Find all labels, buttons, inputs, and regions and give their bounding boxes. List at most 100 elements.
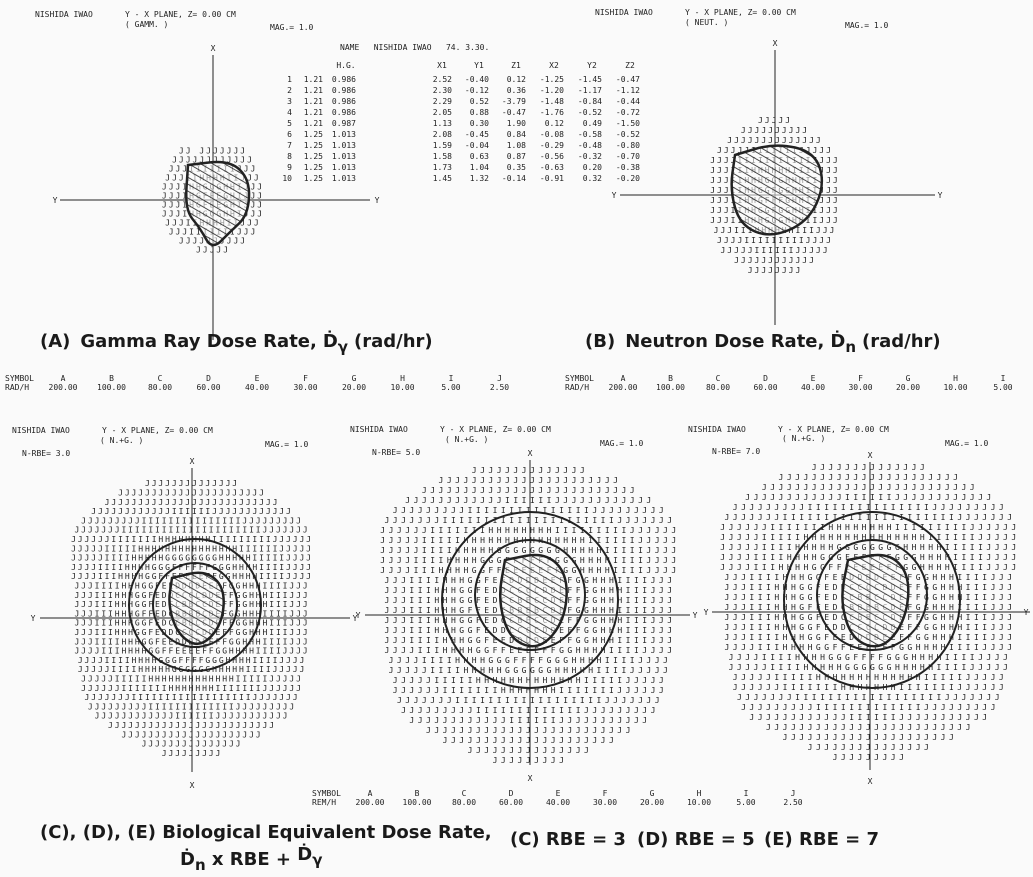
table-cell: 2 bbox=[287, 86, 292, 95]
dose-map-row: JJJJIIIIHHHHGGGFFFFGGGHHHHIIIIJJJJ bbox=[78, 656, 306, 665]
table-column-header: Z2 bbox=[625, 61, 635, 70]
rbe-caption: (C) RBE = 3 bbox=[510, 829, 626, 850]
table-cell: 9 bbox=[287, 163, 292, 172]
caption-label: (A) bbox=[40, 331, 70, 352]
figure: NISHIDA IWAO Y - X PLANE, Z= 0.00 CM ( GAM… bbox=[0, 0, 1033, 877]
axis-y-label: Y bbox=[612, 191, 617, 200]
table-cell: 2.05 bbox=[433, 108, 452, 117]
dose-map-row: JJJJJJJIIIIIIIIIIIIIIIIIIIIIJJJJJJJ bbox=[74, 526, 309, 535]
legend-level: 5.00 bbox=[441, 383, 460, 392]
table-cell: 1.25 bbox=[304, 141, 323, 150]
table-cell: -0.91 bbox=[540, 174, 564, 183]
table-cell: -0.08 bbox=[540, 130, 564, 139]
axis-y-label: Y bbox=[375, 196, 380, 205]
legend-level: 10.00 bbox=[943, 383, 967, 392]
legend-symbol: H bbox=[697, 789, 702, 798]
dose-map-row: JJJJJJJJJJJJIIIIIIJJJJJJJJJJJJ bbox=[745, 493, 995, 502]
dose-map-row: JJJJJJJIIIIIIIIIIIIIIIIIIJJJJJJJ bbox=[397, 696, 663, 705]
printout-source: ( N.+G. ) bbox=[445, 435, 488, 444]
symbol-legend: SYMBOLRAD/HA200.00B100.00C80.00D60.00E40… bbox=[5, 374, 509, 392]
legend-symbol: J bbox=[497, 374, 502, 383]
table-cell: 1.25 bbox=[304, 174, 323, 183]
legend-level: 2.50 bbox=[490, 383, 509, 392]
table-column-header: X1 bbox=[437, 61, 447, 70]
table-cell: -0.70 bbox=[616, 152, 640, 161]
table-cell: 0.36 bbox=[507, 86, 526, 95]
dose-map-row: JJJJJJJJJJJJIIIIIIJJJJJJJJJJJ bbox=[409, 716, 650, 725]
dose-map-row: JJJJJJJJJJJJJJJ bbox=[468, 746, 593, 755]
panel-caption: (B)Neutron Dose Rate,Ḋn(rad/hr) bbox=[585, 330, 941, 356]
legend-symbol: B bbox=[109, 374, 114, 383]
legend-level: 100.00 bbox=[656, 383, 685, 392]
panel-caption: (A)Gamma Ray Dose Rate,Ḋγ(rad/hr) bbox=[40, 330, 433, 356]
table-title: NAME NISHIDA IWAO 74. 3.30. bbox=[340, 43, 489, 52]
dose-map-row: JJJJJJJJJ bbox=[833, 753, 908, 762]
dose-map-row: JJJJJJJJJIIIIIIIIIIIIIJJJJJJJJJ bbox=[88, 702, 296, 711]
legend-symbol: I bbox=[1001, 374, 1006, 383]
legend-symbol: A bbox=[61, 374, 66, 383]
legend-symbol: C bbox=[462, 789, 467, 798]
legend-level: 80.00 bbox=[706, 383, 730, 392]
table-cell: -0.63 bbox=[540, 163, 564, 172]
table-cell: 1.45 bbox=[433, 174, 452, 183]
dose-map-row: JJJJJJJJJJJJ bbox=[734, 256, 816, 265]
table-cell: 1.013 bbox=[332, 163, 356, 172]
panel-caption: (C), (D), (E) Biological Equivalent Dose… bbox=[40, 822, 492, 843]
legend-level: 100.00 bbox=[97, 383, 126, 392]
dose-map-row: JJJJJJJJJJJJJJJJJJJJJJ bbox=[439, 476, 622, 485]
legend-level: 5.00 bbox=[993, 383, 1012, 392]
table-cell: 6 bbox=[287, 130, 292, 139]
table-cell: 1.013 bbox=[332, 130, 356, 139]
table-cell: 0.986 bbox=[332, 75, 356, 84]
legend-level: 40.00 bbox=[801, 383, 825, 392]
legend-level: 20.00 bbox=[342, 383, 366, 392]
table-cell: 1.90 bbox=[507, 119, 526, 128]
table-cell: 1.21 bbox=[304, 108, 323, 117]
table-cell: 1.21 bbox=[304, 75, 323, 84]
printout-source: ( GAMM. ) bbox=[125, 20, 168, 29]
printout-rbe: N-RBE= 7.0 bbox=[712, 447, 760, 456]
printout-name: NISHIDA IWAO bbox=[595, 8, 653, 17]
printout-plane: Y - X PLANE, Z= 0.00 CM bbox=[440, 425, 551, 434]
table-cell: 2.08 bbox=[433, 130, 452, 139]
dose-map-row: JJJJJIIIIHHHHHGGGGGGGGHHHHHIIIIIJJJJ bbox=[720, 543, 1019, 552]
dose-map-row: JJJJJIIIIIHHHHHHHHHHHHHIIIIIJJJJJ bbox=[81, 674, 303, 683]
dose-map-row: JJJJJJJJJJJJJJJJJJJJJJJJJ bbox=[766, 723, 974, 732]
table-cell: 0.987 bbox=[332, 119, 356, 128]
table-cell: -0.48 bbox=[578, 141, 602, 150]
legend-level: 10.00 bbox=[687, 798, 711, 807]
table-cell: -1.25 bbox=[540, 75, 564, 84]
formula-part: Ḋ bbox=[180, 848, 195, 870]
axis-y-label: Y bbox=[1024, 608, 1029, 617]
table-column-header: H.G. bbox=[336, 61, 355, 70]
table-cell: 1.32 bbox=[470, 174, 489, 183]
dose-map-row: JJJJJJJJJJJJJJJJJJJJJ bbox=[443, 736, 618, 745]
dose-map-row: JJJJJIIIIHHHHHGGGGGGHHHHHIIIIJJJJJ bbox=[389, 666, 672, 675]
legend-symbol-label: SYMBOL bbox=[5, 374, 34, 383]
dose-map-row: JJJJJJJJJJJJJJJJJJJJJJJJJJ bbox=[422, 486, 638, 495]
caption-unit: (rad/hr) bbox=[862, 331, 941, 352]
axis-y-label: Y bbox=[53, 196, 58, 205]
legend-unit-label: RAD/H bbox=[565, 383, 589, 392]
dose-map-row: JJJJJJJJJJJJIIIIIIJJJJJJJJJJJ bbox=[95, 712, 290, 721]
formula-part: Ḋ bbox=[297, 843, 312, 865]
table-cell: -1.45 bbox=[578, 75, 602, 84]
legend-symbol: C bbox=[716, 374, 721, 383]
axis-y-label: Y bbox=[356, 611, 361, 620]
formula-subscript: γ bbox=[312, 851, 322, 869]
dose-map-row: JJJJJJJJJIIIIIIIIIIIIIIIJJJJJJJJJ bbox=[733, 503, 1007, 512]
table-cell: 1.08 bbox=[507, 141, 526, 150]
legend-symbol: I bbox=[449, 374, 454, 383]
dose-map-row: JJJJJJJJJJJJJJJJJJJJJ bbox=[121, 730, 262, 739]
legend-unit-label: REM/H bbox=[312, 798, 336, 807]
table-cell: 0.35 bbox=[507, 163, 526, 172]
legend-symbol: F bbox=[858, 374, 863, 383]
page: { "panels": [ {"header": {"name": "NISHI… bbox=[0, 0, 1033, 877]
legend-symbol: D bbox=[206, 374, 211, 383]
table-cell: -0.14 bbox=[502, 174, 526, 183]
legend-level: 80.00 bbox=[452, 798, 476, 807]
dose-map-row: JJJJJJJJJ bbox=[162, 749, 222, 758]
legend-unit-label: RAD/H bbox=[5, 383, 29, 392]
legend-level: 60.00 bbox=[753, 383, 777, 392]
